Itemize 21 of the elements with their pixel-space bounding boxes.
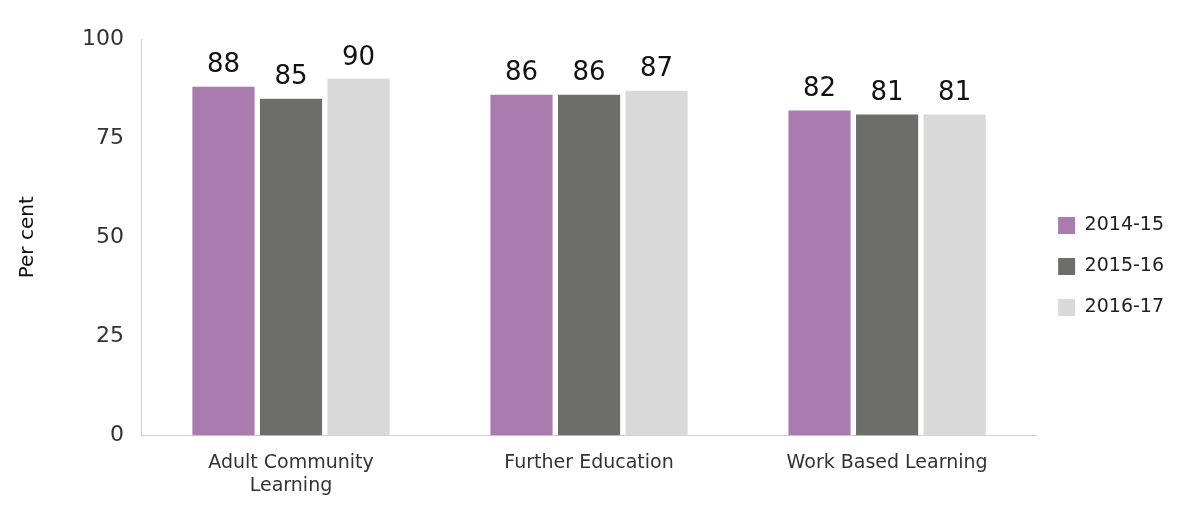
y-tick-label: 50 — [95, 223, 124, 249]
data-label: 86 — [504, 56, 539, 87]
y-tick-label: 0 — [109, 421, 124, 447]
data-label: 85 — [274, 60, 308, 91]
data-label: 81 — [938, 76, 972, 107]
data-label: 86 — [572, 56, 606, 87]
data-label: 90 — [342, 40, 376, 71]
legend-label: 2016-17 — [1084, 294, 1164, 317]
legend-label: 2014-15 — [1084, 212, 1164, 235]
y-tick-label: 100 — [81, 24, 124, 50]
x-tick-label: Further Education — [504, 449, 674, 472]
data-label: 81 — [870, 76, 904, 107]
data-label: 87 — [640, 52, 674, 83]
legend-label: 2015-16 — [1084, 253, 1164, 276]
data-label: 88 — [206, 48, 240, 79]
x-tick-label: Adult Community Learning — [208, 449, 374, 495]
y-tick-label: 75 — [95, 123, 124, 149]
data-label: 82 — [802, 72, 837, 103]
y-axis-title: Per cent — [14, 196, 39, 279]
x-tick-label: Work Based Learning — [786, 449, 988, 472]
y-tick-label: 25 — [95, 322, 124, 348]
